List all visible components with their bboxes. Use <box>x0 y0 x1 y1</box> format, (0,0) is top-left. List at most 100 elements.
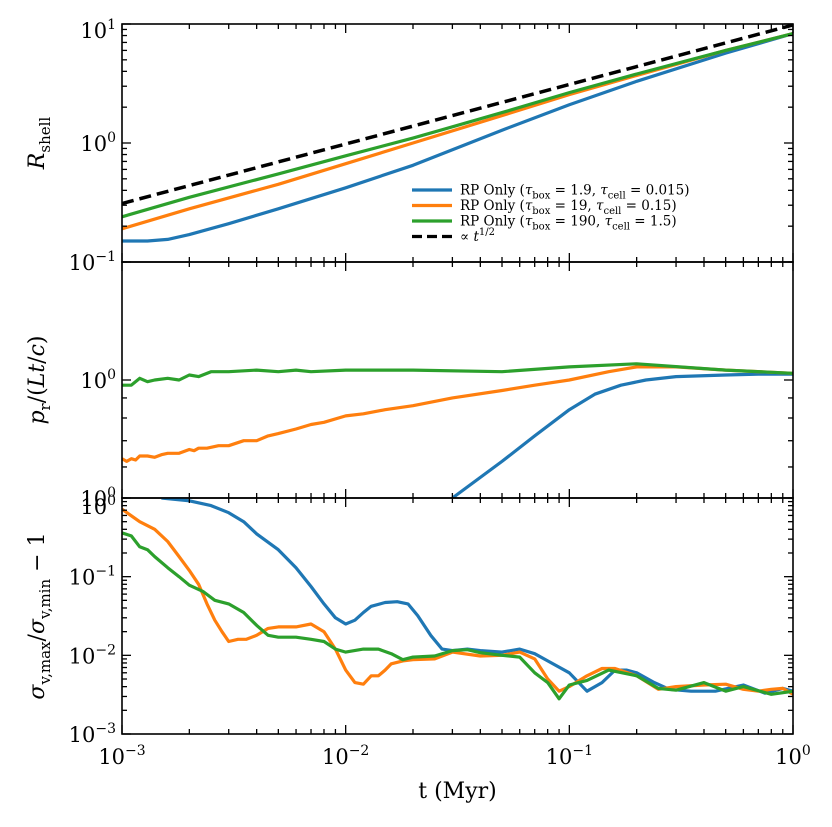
y-tick-label-momentum-exp: 0 <box>107 367 116 383</box>
x-tick-label-exp: −1 <box>572 743 593 759</box>
legend-val1: = 190, <box>550 214 604 230</box>
legend-tau2: τ <box>600 183 608 199</box>
ylabel-close: ) <box>25 335 50 344</box>
y-tick-label-sigma-base: 10 <box>69 566 96 590</box>
legend-val1: = 19, <box>550 198 596 214</box>
y-tick-label-sigma-exp: −2 <box>95 642 116 658</box>
legend-tau2: τ <box>605 214 613 230</box>
legend-val2: = 0.015) <box>626 183 690 199</box>
y-tick-label-sigma-exp: 0 <box>107 493 116 509</box>
legend-name: RP Only ( <box>460 214 525 230</box>
series-line-momentum-0 <box>451 372 793 498</box>
legend-val1: = 1.9, <box>550 183 600 199</box>
ylabel-div: /( <box>25 387 50 403</box>
legend-sub1: box <box>532 191 550 202</box>
y-axis-label-sigma: σv,max/σv,min − 1 <box>25 532 54 699</box>
series-line-sigma-2 <box>122 531 793 701</box>
legend-exp: 1/2 <box>479 227 495 238</box>
x-tick-label: 10−1 <box>546 743 593 769</box>
legend-sub1: box <box>532 206 550 217</box>
y-tick-label-r-shell: 101 <box>80 17 116 43</box>
x-tick-label: 10−3 <box>98 743 145 769</box>
ylabel-sub: shell <box>36 117 54 153</box>
legend-label: RP Only (τbox = 190, τcell = 1.5) <box>460 214 677 233</box>
ylabel-minus: − 1 <box>25 532 50 578</box>
ylabel-sub2: v,min <box>36 579 54 620</box>
series-group <box>122 362 793 498</box>
ylabel-div: / <box>25 633 50 641</box>
y-tick-label-r-shell-base: 10 <box>80 132 107 156</box>
y-axis-label-momentum: pr/(Lt/c) <box>25 335 54 424</box>
legend: RP Only (τbox = 1.9, τcell = 0.015)RP On… <box>412 183 690 245</box>
y-axis-label-r-shell: Rshell <box>25 117 54 171</box>
legend-label: RP Only (τbox = 1.9, τcell = 0.015) <box>460 183 690 202</box>
y-tick-label-r-shell-exp: 0 <box>107 130 116 146</box>
x-tick-label-base: 10 <box>775 745 802 769</box>
x-tick-label: 10−2 <box>322 743 369 769</box>
legend-name: RP Only ( <box>460 198 525 214</box>
y-tick-label-sigma-exp: −1 <box>95 564 116 580</box>
series-line-momentum-1 <box>122 365 793 463</box>
y-tick-label-r-shell: 100 <box>80 130 116 156</box>
y-tick-label-sigma-base: 10 <box>80 495 107 519</box>
ylabel-sub1: v,max <box>36 641 54 686</box>
legend-val2: = 1.5) <box>630 214 677 230</box>
legend-sub1: box <box>532 222 550 233</box>
ylabel-sigma2: σ <box>25 618 50 634</box>
legend-label: ∝ t1/2 <box>460 227 495 245</box>
legend-tau1: τ <box>525 183 533 199</box>
y-tick-label-sigma-base: 10 <box>69 644 96 668</box>
x-tick-label-base: 10 <box>98 745 125 769</box>
series-group <box>122 24 793 243</box>
y-tick-label-r-shell-base: 10 <box>80 19 107 43</box>
y-tick-label-sigma-base: 10 <box>69 723 96 747</box>
x-tick-label-exp: −3 <box>125 743 146 759</box>
y-tick-label-r-shell-exp: −1 <box>95 249 116 265</box>
x-axis-label: t (Myr) <box>418 779 496 804</box>
ylabel-lt: Lt <box>25 364 50 389</box>
y-tick-label-r-shell-base: 10 <box>69 251 96 275</box>
legend-tau1: τ <box>525 198 533 214</box>
ylabel-c: c <box>25 344 50 356</box>
y-tick-label-sigma: 10−1 <box>69 564 116 590</box>
y-tick-label-sigma: 10−3 <box>69 721 116 747</box>
legend-t: t <box>473 229 479 245</box>
legend-sub2: cell <box>608 191 626 202</box>
series-group <box>122 498 793 701</box>
y-tick-label-r-shell-exp: 1 <box>107 17 116 33</box>
y-tick-label-momentum-exp: 0 <box>107 485 116 501</box>
y-tick-label-sigma: 100 <box>80 493 116 519</box>
panel-frame-sigma <box>121 497 794 735</box>
legend-sub2: cell <box>612 222 630 233</box>
series-line-r-shell-0 <box>122 32 793 243</box>
series-line-r-shell-2 <box>122 32 793 219</box>
legend-prop: ∝ <box>460 229 473 245</box>
ylabel-sub: r <box>36 402 54 410</box>
ylabel-sigma: σ <box>25 684 50 700</box>
ylabel-slash: / <box>25 356 50 364</box>
y-tick-label-momentum: 100 <box>80 485 116 511</box>
series-line-r-shell-3 <box>122 24 793 206</box>
panel-frame-momentum <box>121 261 794 499</box>
y-tick-label-momentum-base: 10 <box>80 487 107 511</box>
y-tick-label-momentum-base: 10 <box>80 369 107 393</box>
y-tick-label-momentum: 100 <box>80 367 116 393</box>
x-tick-label: 100 <box>775 743 811 769</box>
y-tick-label-sigma-exp: −3 <box>95 721 116 737</box>
y-tick-label-r-shell: 10−1 <box>69 249 116 275</box>
legend-sub2: cell <box>603 206 621 217</box>
ylabel-p: p <box>25 410 50 424</box>
series-line-momentum-2 <box>122 362 793 387</box>
legend-label: RP Only (τbox = 19, τcell = 0.15) <box>460 198 677 217</box>
y-tick-label-sigma: 10−2 <box>69 642 116 668</box>
legend-tau2: τ <box>596 198 604 214</box>
legend-name: RP Only ( <box>460 183 525 199</box>
series-line-sigma-0 <box>161 498 793 695</box>
legend-tau1: τ <box>525 214 533 230</box>
x-tick-label-exp: −2 <box>349 743 370 759</box>
x-tick-label-base: 10 <box>322 745 349 769</box>
